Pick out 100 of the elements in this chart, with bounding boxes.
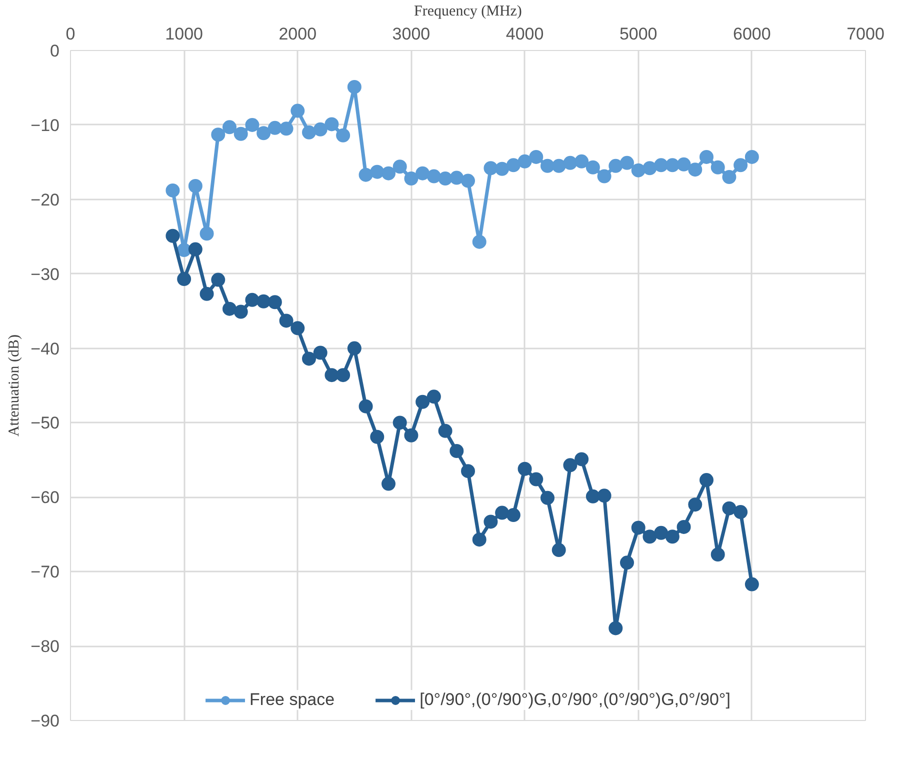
point	[358, 168, 373, 182]
point	[177, 272, 192, 286]
point	[540, 158, 554, 173]
y-tick-label: −40	[30, 339, 60, 358]
point	[222, 302, 236, 316]
y-axis-title: Attenuation (dB)	[6, 334, 23, 437]
point	[722, 501, 736, 516]
point	[744, 577, 759, 592]
x-tick-label: 0	[66, 24, 76, 44]
point	[166, 228, 180, 243]
point	[654, 526, 668, 540]
point	[188, 179, 202, 193]
legend-label: [0°/90°,(0°/90°)G,0°/90°,(0°/90°)G,0°/90°]	[420, 690, 730, 710]
point	[563, 458, 578, 472]
x-tick-label: 7000	[846, 24, 884, 44]
point	[552, 158, 566, 173]
point	[450, 444, 464, 458]
point	[608, 621, 623, 636]
point	[700, 473, 714, 488]
point	[188, 242, 202, 256]
point	[620, 156, 634, 170]
point	[676, 157, 691, 172]
point	[245, 292, 260, 307]
point	[392, 160, 407, 174]
point	[370, 164, 384, 179]
point	[347, 341, 362, 356]
y-tick-label: 0	[50, 42, 60, 60]
point	[484, 514, 498, 529]
point	[665, 530, 680, 544]
point	[642, 530, 657, 544]
point	[484, 161, 498, 176]
point	[256, 126, 271, 140]
x-tick-label: 6000	[733, 24, 771, 44]
y-tick-label: −50	[30, 414, 60, 433]
point	[461, 464, 475, 478]
point	[416, 394, 430, 409]
point	[734, 505, 748, 520]
point	[302, 352, 316, 366]
point	[211, 272, 226, 287]
point	[234, 126, 248, 141]
point	[234, 304, 248, 319]
point	[631, 520, 646, 535]
point	[540, 490, 554, 505]
point	[382, 476, 396, 491]
point	[404, 428, 418, 442]
y-tick-label: −60	[30, 488, 60, 508]
y-tick-label: −80	[30, 637, 60, 656]
point	[529, 472, 544, 486]
point	[518, 462, 532, 476]
y-tick-label: −90	[30, 712, 60, 730]
point	[506, 158, 520, 172]
point	[574, 452, 589, 466]
point	[597, 488, 612, 503]
point	[166, 183, 180, 198]
point	[676, 520, 691, 534]
point	[268, 295, 282, 310]
point	[211, 128, 226, 142]
point	[654, 158, 668, 172]
point	[620, 556, 634, 570]
point	[290, 104, 305, 118]
point	[200, 226, 214, 241]
x-tick-label: 5000	[619, 24, 658, 44]
point	[461, 174, 475, 188]
point	[200, 286, 214, 301]
point	[426, 169, 441, 184]
point	[472, 234, 486, 249]
point	[416, 166, 430, 180]
point	[450, 170, 464, 185]
point	[734, 158, 748, 172]
point	[710, 160, 725, 174]
point	[404, 172, 418, 186]
point	[256, 294, 271, 308]
point	[302, 125, 316, 140]
point	[313, 122, 328, 136]
x-axis-title: Frequency (MHz)	[414, 4, 522, 20]
point	[222, 120, 236, 134]
point	[290, 321, 305, 336]
point	[631, 163, 646, 178]
point	[665, 158, 680, 172]
point	[382, 166, 396, 180]
point	[495, 506, 510, 520]
point	[688, 498, 702, 512]
point	[438, 424, 452, 438]
point	[597, 169, 612, 184]
point	[700, 150, 714, 164]
point	[574, 154, 589, 168]
point	[426, 390, 441, 404]
point	[279, 122, 294, 136]
point	[529, 150, 544, 164]
point	[563, 156, 578, 170]
point	[392, 416, 407, 430]
point	[279, 314, 294, 328]
legend-label: Free space	[250, 690, 335, 710]
point	[370, 430, 384, 444]
point	[438, 172, 452, 186]
y-tick-label: −20	[30, 190, 60, 210]
point	[586, 160, 600, 174]
point	[608, 158, 623, 173]
point	[722, 170, 736, 184]
point	[347, 80, 362, 94]
